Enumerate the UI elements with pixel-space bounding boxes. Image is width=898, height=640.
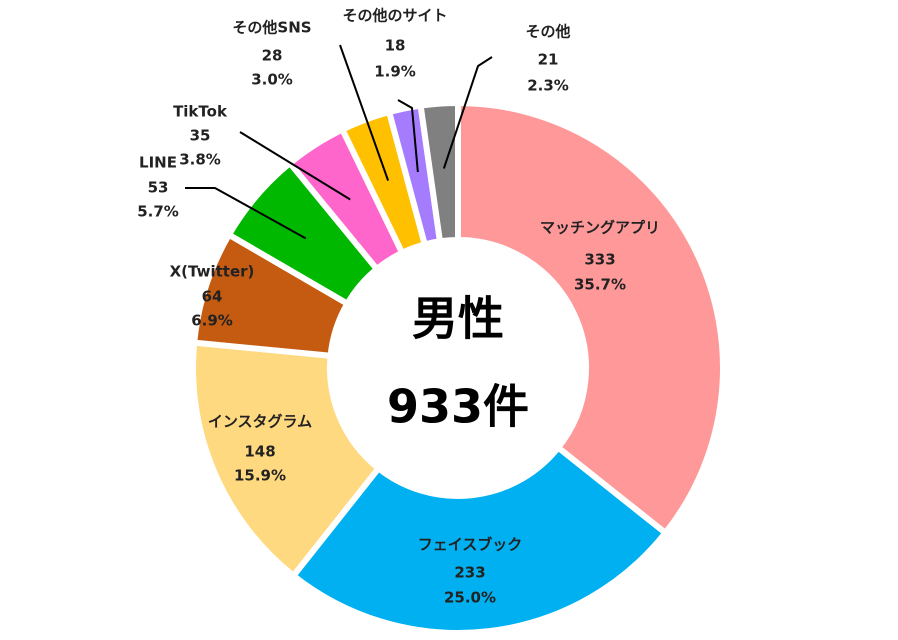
percent-label: 3.8% xyxy=(179,151,221,169)
center-title: 男性 xyxy=(412,292,504,346)
slice xyxy=(455,99,726,538)
value-label: 18 xyxy=(385,37,406,55)
percent-label: 25.0% xyxy=(444,589,496,607)
leader-line xyxy=(397,99,419,173)
slices xyxy=(190,99,726,636)
value-label: 53 xyxy=(148,179,169,197)
percent-label: 3.0% xyxy=(251,71,293,89)
category-label: TikTok xyxy=(173,103,228,121)
value-label: 35 xyxy=(190,127,211,145)
value-label: 64 xyxy=(202,288,223,306)
leader-line xyxy=(339,44,390,181)
category-label: インスタグラム xyxy=(208,413,312,431)
value-label: 21 xyxy=(538,51,559,69)
value-label: 148 xyxy=(244,443,275,461)
percent-label: 5.7% xyxy=(137,203,179,221)
slice xyxy=(289,443,670,636)
percent-label: 2.3% xyxy=(527,77,569,95)
value-label: 233 xyxy=(454,564,485,582)
slice xyxy=(417,99,461,245)
slice xyxy=(190,339,383,580)
value-label: 333 xyxy=(584,251,615,269)
percent-label: 15.9% xyxy=(234,467,286,485)
percent-label: 35.7% xyxy=(574,276,626,294)
leader-line xyxy=(185,187,307,240)
category-label: その他SNS xyxy=(232,19,311,37)
percent-label: 1.9% xyxy=(374,63,416,81)
category-label: X(Twitter) xyxy=(170,263,255,281)
leader-line xyxy=(442,56,493,169)
leader-line xyxy=(239,131,351,201)
category-label: マッチングアプリ xyxy=(540,219,660,237)
value-label: 28 xyxy=(262,47,283,65)
category-label: その他 xyxy=(525,23,570,41)
category-label: その他のサイト xyxy=(342,7,447,25)
center-total: 933件 xyxy=(387,380,529,434)
percent-label: 6.9% xyxy=(191,312,233,330)
category-label: LINE xyxy=(139,154,177,172)
category-label: フェイスブック xyxy=(418,536,523,554)
